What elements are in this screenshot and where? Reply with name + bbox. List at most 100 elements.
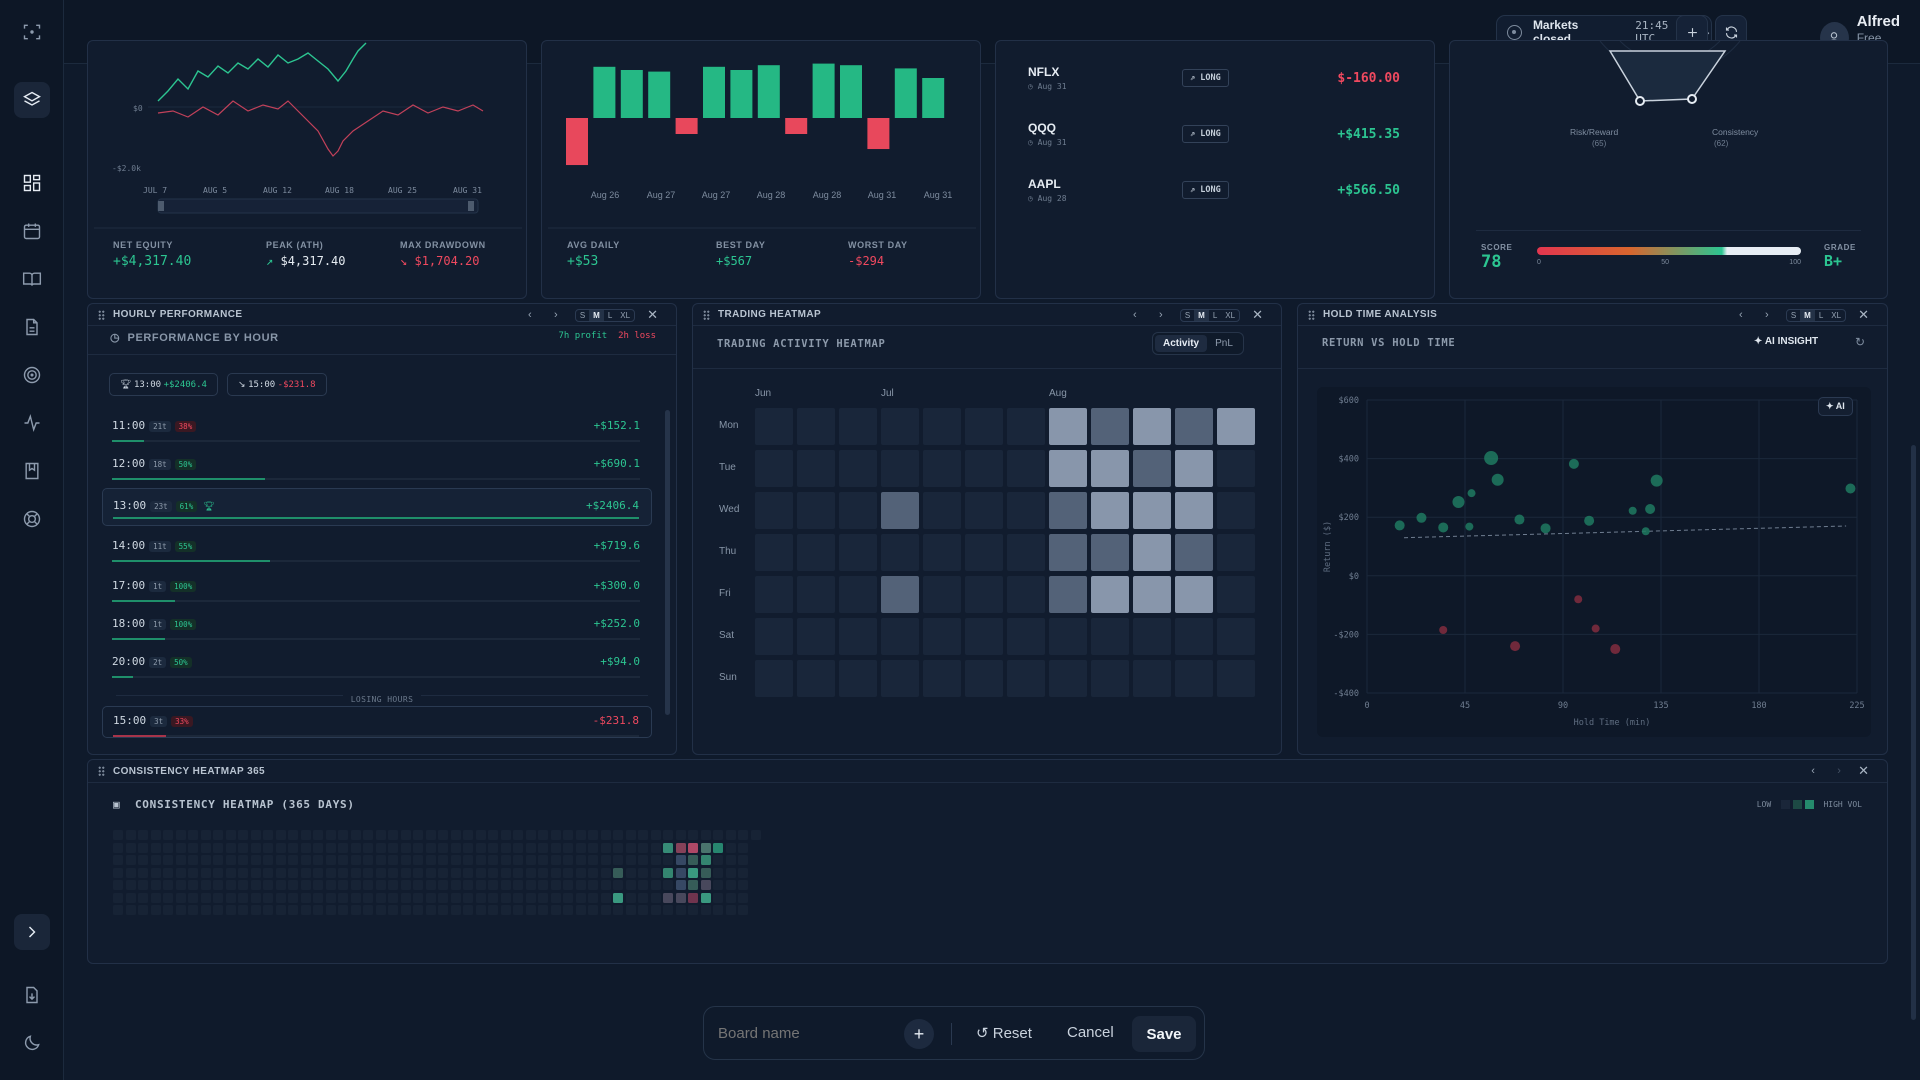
- day-cell[interactable]: [600, 880, 611, 890]
- day-cell[interactable]: [600, 855, 611, 865]
- day-cell[interactable]: [238, 855, 248, 865]
- day-cell[interactable]: [625, 867, 636, 878]
- day-cell[interactable]: [225, 842, 236, 853]
- page-scrollbar[interactable]: [1911, 445, 1916, 1020]
- day-cell[interactable]: [150, 892, 161, 903]
- day-cell[interactable]: [175, 905, 186, 915]
- day-cell[interactable]: [413, 855, 423, 865]
- day-cell[interactable]: [575, 880, 586, 890]
- day-cell[interactable]: [138, 842, 148, 853]
- day-cell[interactable]: [563, 867, 573, 878]
- day-cell[interactable]: [613, 830, 623, 840]
- heatmap-cell[interactable]: [1133, 492, 1171, 529]
- heatmap-cell[interactable]: [755, 450, 793, 487]
- heatmap-cell[interactable]: [923, 618, 961, 655]
- heatmap-cell[interactable]: [965, 492, 1003, 529]
- day-cell[interactable]: [138, 880, 148, 890]
- heatmap-cell[interactable]: [1175, 450, 1213, 487]
- day-cell[interactable]: [313, 842, 323, 853]
- day-cell[interactable]: [563, 880, 573, 890]
- heatmap-cell[interactable]: [965, 450, 1003, 487]
- day-cell[interactable]: [300, 880, 311, 890]
- day-cell[interactable]: [488, 855, 498, 865]
- day-cell[interactable]: [600, 830, 611, 840]
- day-cell[interactable]: [225, 892, 236, 903]
- day-cell[interactable]: [300, 867, 311, 878]
- day-cell[interactable]: [263, 842, 273, 853]
- heatmap-cell[interactable]: [839, 534, 877, 571]
- day-cell[interactable]: [663, 842, 673, 853]
- heatmap-cell[interactable]: [1175, 660, 1213, 697]
- day-cell[interactable]: [300, 842, 311, 853]
- day-cell[interactable]: [325, 905, 336, 915]
- day-cell[interactable]: [513, 842, 523, 853]
- tab-activity[interactable]: Activity: [1155, 335, 1208, 352]
- day-cell[interactable]: [275, 880, 286, 890]
- day-cell[interactable]: [513, 830, 523, 840]
- day-cell[interactable]: [250, 842, 261, 853]
- heatmap-cell[interactable]: [1175, 576, 1213, 613]
- reset-button[interactable]: ↺ Reset: [976, 1025, 1032, 1042]
- day-cell[interactable]: [613, 842, 623, 853]
- scrollbar[interactable]: [665, 410, 670, 715]
- day-cell[interactable]: [463, 830, 473, 840]
- heatmap-cell[interactable]: [1091, 450, 1129, 487]
- heatmap-cell[interactable]: [881, 534, 919, 571]
- day-cell[interactable]: [163, 830, 173, 840]
- day-cell[interactable]: [438, 830, 448, 840]
- day-cell[interactable]: [213, 880, 223, 890]
- day-cell[interactable]: [213, 830, 223, 840]
- board-name-input[interactable]: [718, 1021, 878, 1045]
- day-cell[interactable]: [513, 867, 523, 878]
- day-cell[interactable]: [500, 830, 511, 840]
- next-icon[interactable]: ›: [553, 309, 558, 321]
- day-cell[interactable]: [225, 830, 236, 840]
- day-cell[interactable]: [725, 842, 736, 853]
- heatmap-cell[interactable]: [881, 576, 919, 613]
- day-cell[interactable]: [425, 892, 436, 903]
- heatmap-cell[interactable]: [797, 660, 835, 697]
- day-cell[interactable]: [238, 892, 248, 903]
- heatmap-cell[interactable]: [1049, 450, 1087, 487]
- heatmap-cell[interactable]: [1049, 408, 1087, 445]
- day-cell[interactable]: [325, 892, 336, 903]
- day-cell[interactable]: [475, 880, 486, 890]
- day-cell[interactable]: [575, 830, 586, 840]
- prev-icon[interactable]: ‹: [1811, 765, 1815, 777]
- heatmap-cell[interactable]: [1217, 450, 1255, 487]
- day-cell[interactable]: [325, 842, 336, 853]
- day-cell[interactable]: [388, 855, 398, 865]
- day-cell[interactable]: [463, 842, 473, 853]
- day-cell[interactable]: [263, 905, 273, 915]
- day-cell[interactable]: [400, 905, 411, 915]
- day-cell[interactable]: [725, 892, 736, 903]
- day-cell[interactable]: [488, 830, 498, 840]
- day-cell[interactable]: [300, 830, 311, 840]
- help-icon[interactable]: [14, 501, 50, 537]
- day-cell[interactable]: [738, 892, 748, 903]
- drag-handle-icon[interactable]: [98, 766, 105, 776]
- day-cell[interactable]: [175, 892, 186, 903]
- day-cell[interactable]: [738, 842, 748, 853]
- day-cell[interactable]: [738, 905, 748, 915]
- day-cell[interactable]: [438, 880, 448, 890]
- heatmap-cell[interactable]: [755, 660, 793, 697]
- day-cell[interactable]: [113, 830, 123, 840]
- heatmap-cell[interactable]: [1133, 408, 1171, 445]
- day-cell[interactable]: [350, 880, 361, 890]
- day-cell[interactable]: [725, 880, 736, 890]
- heatmap-cell[interactable]: [839, 450, 877, 487]
- day-cell[interactable]: [500, 905, 511, 915]
- heatmap-cell[interactable]: [923, 408, 961, 445]
- day-cell[interactable]: [675, 867, 686, 878]
- day-cell[interactable]: [325, 830, 336, 840]
- day-cell[interactable]: [413, 830, 423, 840]
- day-cell[interactable]: [225, 867, 236, 878]
- day-cell[interactable]: [363, 855, 373, 865]
- day-cell[interactable]: [538, 880, 548, 890]
- size-selector[interactable]: S M L XL: [1785, 308, 1847, 322]
- day-cell[interactable]: [663, 880, 673, 890]
- close-icon[interactable]: ✕: [1858, 307, 1869, 322]
- heatmap-cell[interactable]: [797, 576, 835, 613]
- heatmap-cell[interactable]: [1091, 576, 1129, 613]
